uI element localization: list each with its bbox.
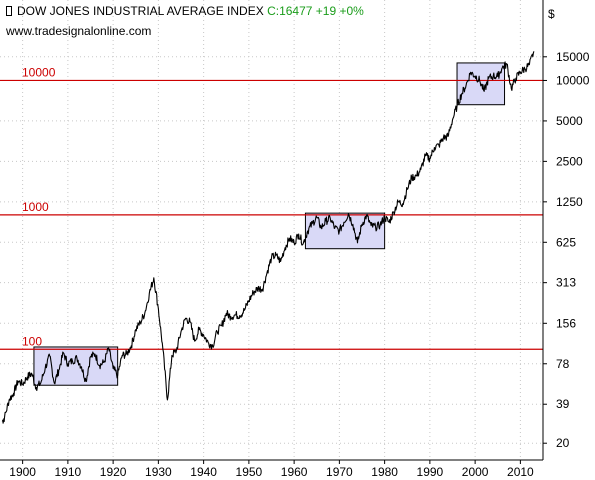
reference-label-100: 100 [22, 334, 42, 348]
axes-frame [0, 0, 544, 461]
reference-label-1000: 1000 [22, 200, 49, 214]
range-boxes [33, 62, 506, 386]
range-box-2 [304, 212, 386, 250]
x-tick-label: 1970 [326, 465, 353, 479]
reference-lines: 100 1000 10000 [0, 65, 543, 350]
series-layer [1, 51, 535, 424]
chart-title-line: DOW JONES INDUSTRIAL AVERAGE INDEX C:164… [6, 4, 364, 18]
y-tick-label: 15000 [556, 50, 590, 64]
x-tick-label: 1940 [190, 465, 217, 479]
y-tick-label: 1250 [556, 195, 583, 209]
x-tick-label: 1900 [9, 465, 36, 479]
x-tick-label: 1990 [417, 465, 444, 479]
x-tick-label: 2010 [507, 465, 534, 479]
x-tick-label: 1910 [55, 465, 82, 479]
x-tick-label: 1950 [236, 465, 263, 479]
x-tick-label: 1920 [100, 465, 127, 479]
source-url: www.tradesignalonline.com [6, 24, 152, 38]
x-tick-label: 1930 [145, 465, 172, 479]
x-tick-label: 1980 [371, 465, 398, 479]
x-tick-label: 2000 [462, 465, 489, 479]
x-axis: 1900 1910 1920 1930 1940 1950 1960 1970 1980 1990… [9, 460, 534, 479]
y-tick-label: 10000 [556, 73, 590, 87]
quote-text: C:16477 +19 +0% [267, 4, 364, 18]
y-axis: 20 39 78 156 313 625 1250 2500 5000 10000 15000 [543, 50, 590, 450]
y-tick-label: 156 [556, 316, 576, 330]
bar-chart-icon [6, 6, 12, 16]
range-box-1 [33, 346, 119, 386]
y-tick-label: 78 [556, 357, 570, 371]
reference-label-10000: 10000 [22, 65, 56, 79]
x-tick-label: 1960 [281, 465, 308, 479]
chart-title: DOW JONES INDUSTRIAL AVERAGE INDEX [17, 4, 264, 18]
y-tick-label: 2500 [556, 154, 583, 168]
y-tick-label: 20 [556, 436, 570, 450]
y-tick-label: 313 [556, 276, 576, 290]
price-series-line [1, 51, 535, 424]
y-tick-label: 39 [556, 397, 570, 411]
y-axis-label: $ [548, 7, 555, 21]
y-tick-label: 5000 [556, 114, 583, 128]
y-tick-label: 625 [556, 235, 576, 249]
